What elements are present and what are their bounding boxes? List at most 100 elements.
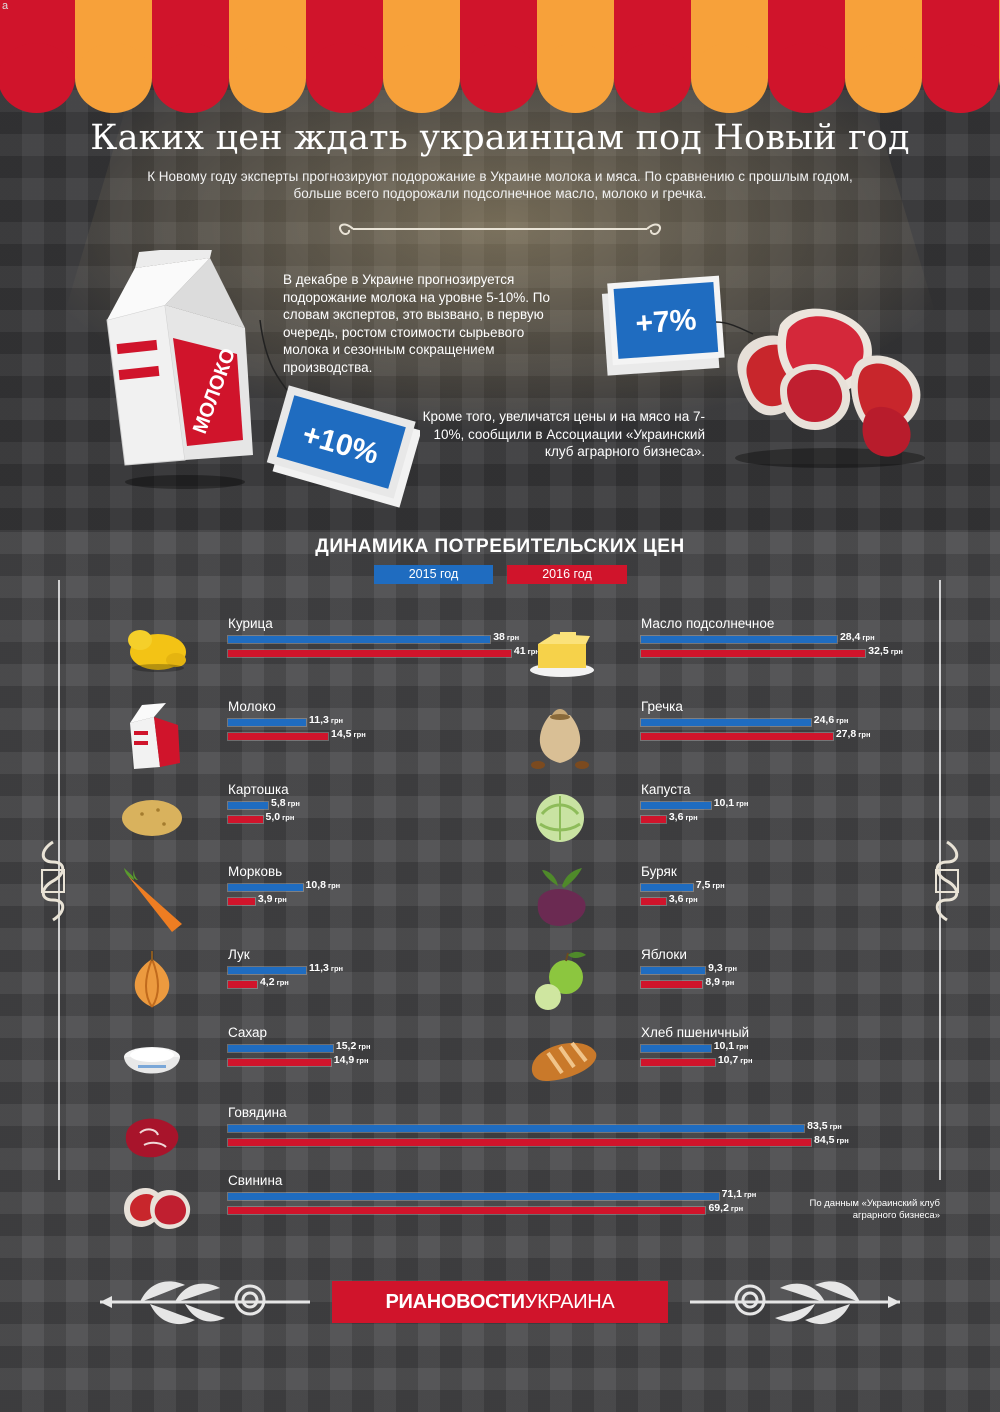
- value-label-2015: 11,3 грн: [309, 714, 343, 727]
- value-label-2016: 84,5 грн: [814, 1134, 849, 1147]
- chicken-icon-graphic: [128, 630, 186, 672]
- bar-2016: [228, 1139, 812, 1146]
- bar-2015: [228, 1125, 805, 1132]
- bar-2015: [228, 719, 306, 726]
- awning-scallop: [845, 43, 922, 113]
- potato-icon-graphic: [122, 800, 182, 836]
- value-unit: грн: [836, 1136, 849, 1145]
- awning-scallop: [537, 43, 614, 113]
- bar-2015: [228, 1045, 333, 1052]
- bar-2016: [228, 1207, 706, 1214]
- value-label-2015: 15,2 грн: [336, 1040, 371, 1053]
- value-label-2015: 24,6 грн: [814, 714, 849, 727]
- value-number: 9,3: [708, 962, 723, 974]
- value-unit: грн: [836, 716, 849, 725]
- value-label-2016: 69,2 грн: [708, 1202, 743, 1215]
- sugar-bowl-icon-graphic: [124, 1047, 180, 1074]
- cabbage-icon-graphic: [536, 794, 584, 842]
- value-number: 5,8: [271, 797, 286, 809]
- value-label-2016: 14,9 грн: [334, 1054, 369, 1067]
- value-number: 14,5: [331, 728, 352, 740]
- value-unit: грн: [890, 647, 903, 656]
- buckwheat-sack-icon-graphic: [531, 709, 589, 769]
- value-label-2016: 32,5 грн: [868, 645, 903, 658]
- value-unit: грн: [858, 730, 871, 739]
- left-vertical-rule: [58, 580, 60, 1180]
- carrot-icon-graphic: [124, 868, 182, 932]
- value-unit: грн: [330, 716, 344, 725]
- bar-2016: [228, 733, 329, 740]
- value-number: 3,6: [668, 811, 684, 823]
- value-number: 24,6: [813, 714, 835, 726]
- category-label: Лук: [228, 947, 250, 962]
- bar-2015: [228, 884, 303, 891]
- awning: [0, 0, 1000, 113]
- value-label-2016: 3,9 грн: [258, 893, 287, 906]
- bar-2015: [228, 802, 269, 809]
- meat-illustration: [735, 308, 925, 468]
- value-label-2015: 28,4 грн: [840, 631, 875, 644]
- category-label: Масло подсолнечное: [641, 616, 775, 631]
- bar-2016: [228, 650, 511, 657]
- value-unit: грн: [730, 1204, 744, 1213]
- value-unit: грн: [282, 813, 295, 822]
- bar-2016: [641, 981, 703, 988]
- value-unit: грн: [685, 813, 698, 822]
- awning-scallop: [306, 43, 383, 113]
- meat-tag-text: +7%: [634, 303, 697, 340]
- butter-icon: [528, 618, 602, 693]
- logo-light-text: УКРАИНА: [524, 1290, 615, 1313]
- buckwheat-sack-icon: [528, 701, 602, 776]
- value-unit: грн: [736, 799, 749, 808]
- value-unit: грн: [287, 799, 300, 808]
- value-number: 15,2: [335, 1040, 357, 1052]
- value-number: 14,9: [333, 1054, 355, 1066]
- value-number: 8,9: [705, 976, 721, 988]
- legend-2015: 2015 год: [374, 565, 493, 584]
- chicken-icon: [120, 618, 194, 693]
- legend-2016: 2016 год: [507, 565, 627, 584]
- bar-2016: [228, 898, 255, 905]
- value-number: 28,4: [839, 631, 861, 643]
- value-label-2015: 83,5 грн: [807, 1120, 842, 1133]
- value-number: 10,1: [713, 1040, 735, 1052]
- bar-2015: [641, 802, 711, 809]
- value-label-2016: 14,5 грн: [331, 728, 366, 741]
- value-unit: грн: [527, 647, 540, 656]
- chart-title: ДИНАМИКА ПОТРЕБИТЕЛЬСКИХ ЦЕН: [315, 536, 685, 557]
- milk-price-tag: +10%: [259, 320, 420, 508]
- category-label: Сахар: [228, 1025, 268, 1040]
- bread-icon-graphic: [531, 1041, 597, 1081]
- value-number: 71,1: [721, 1188, 743, 1200]
- awning-scallop: [460, 43, 537, 113]
- left-scroll-ornament: [41, 840, 65, 922]
- value-number: 84,5: [814, 1134, 835, 1146]
- awning-scallop: [768, 43, 845, 113]
- bar-2015: [228, 1193, 719, 1200]
- awning-scallop: [691, 43, 768, 113]
- category-label: Гречка: [641, 699, 683, 714]
- bar-2015: [641, 719, 811, 726]
- bar-2016: [641, 650, 866, 657]
- bar-2016: [228, 981, 257, 988]
- value-label-2015: 71,1 грн: [722, 1188, 757, 1201]
- category-label: Молоко: [228, 699, 276, 714]
- value-label-2016: 3,6 грн: [669, 811, 698, 824]
- value-unit: грн: [356, 1056, 369, 1065]
- value-unit: грн: [353, 730, 366, 739]
- value-label-2015: 10,1 грн: [714, 797, 749, 810]
- category-label: Капуста: [641, 782, 691, 797]
- category-label: Курица: [228, 616, 273, 631]
- awning-scallop: [0, 43, 75, 113]
- category-label: Буряк: [641, 864, 677, 879]
- awning-scallop: [75, 43, 152, 113]
- value-number: 83,5: [807, 1120, 828, 1132]
- bar-2015: [228, 636, 491, 643]
- carrot-icon: [120, 866, 194, 941]
- value-number: 69,2: [708, 1202, 729, 1214]
- value-number: 41: [513, 645, 526, 657]
- value-label-2015: 7,5 грн: [696, 879, 725, 892]
- value-number: 38: [493, 631, 505, 643]
- rianovosti-logo: РИАНОВОСТИ УКРАИНА: [332, 1281, 668, 1323]
- value-unit: грн: [685, 895, 698, 904]
